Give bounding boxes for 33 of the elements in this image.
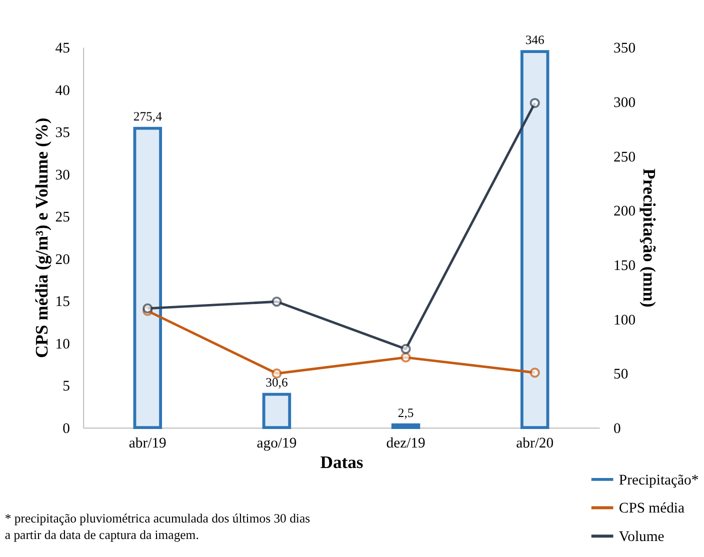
x-axis-title: Datas [320, 452, 364, 472]
y-tick-label: 20 [55, 252, 70, 268]
data-label: 275,4 [133, 109, 163, 124]
data-label: 30,6 [266, 376, 288, 390]
y2-tick-label: 200 [614, 204, 636, 220]
y2-axis-title: Precipitação (mm) [639, 168, 660, 308]
y-tick-label: 40 [55, 82, 70, 99]
x-tick-label: abr/19 [128, 436, 166, 452]
data-label: 2,5 [398, 406, 414, 420]
y-tick-label: 0 [62, 420, 70, 437]
x-tick-label: ago/19 [256, 436, 297, 452]
y-axis-title: CPS média (g/m³) e Volume (%) [31, 118, 52, 358]
x-tick-label: abr/20 [516, 436, 554, 452]
data-label: 346 [525, 32, 544, 47]
x-tick-label: dez/19 [386, 436, 426, 452]
y-tick-label: 35 [55, 125, 70, 142]
legend-label: Volume [618, 529, 664, 546]
y-tick-label: 15 [55, 294, 70, 310]
y-tick-label: 25 [55, 210, 70, 226]
y-tick-label: 45 [55, 40, 70, 57]
y-tick-label: 5 [62, 378, 70, 395]
legend-label: Precipitação* [618, 472, 699, 488]
y2-tick-label: 50 [614, 366, 628, 383]
y2-tick-label: 300 [614, 94, 636, 111]
y2-tick-label: 150 [614, 258, 636, 274]
legend-label: CPS média [618, 500, 685, 517]
y-tick-label: 30 [55, 167, 70, 184]
text: * precipitação pluviométrica acumulada dos últimos 30 dias a partir da data de captura da imagem. [4, 511, 310, 542]
y-tick-label: 10 [55, 336, 70, 352]
y2-tick-label: 0 [614, 420, 621, 437]
y2-tick-label: 250 [614, 149, 636, 166]
y2-tick-label: 100 [614, 312, 636, 328]
y2-tick-label: 350 [614, 40, 636, 57]
